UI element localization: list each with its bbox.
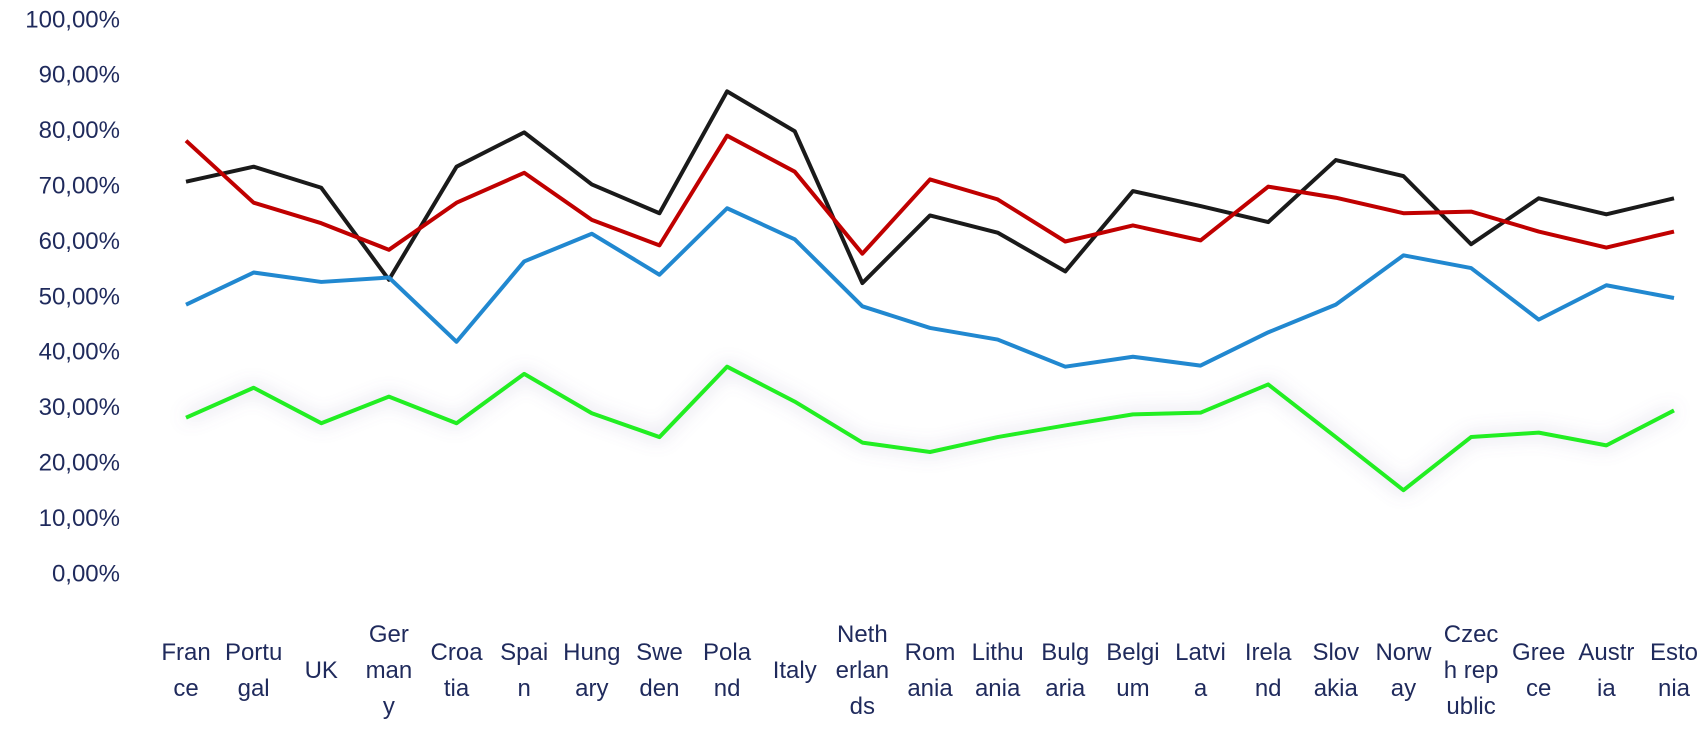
x-tick-label: Latvia [1175, 639, 1226, 702]
x-tick-label: Lithuania [971, 639, 1024, 702]
x-tick-label: Norway [1375, 639, 1432, 702]
series-line [185, 364, 1675, 493]
x-tick-label: Austria [1578, 639, 1635, 702]
x-tick-label: Sweden [636, 639, 683, 702]
x-tick-label: Greece [1512, 639, 1566, 702]
y-tick-label: 90,00% [39, 62, 120, 89]
x-tick-label: Slovakia [1312, 639, 1360, 702]
x-tick-label: Estonia [1649, 639, 1699, 702]
y-tick-label: 60,00% [39, 228, 120, 255]
y-tick-label: 100,00% [25, 6, 120, 33]
series-line [184, 133, 1675, 256]
y-tick-label: 40,00% [39, 339, 120, 366]
x-tick-label: France [161, 639, 211, 702]
series-line [185, 206, 1675, 369]
y-tick-label: 30,00% [39, 394, 120, 421]
x-tick-label: Netherlands [835, 621, 890, 720]
x-tick-label: Romania [904, 639, 956, 702]
series-line [185, 89, 1675, 286]
y-tick-label: 20,00% [39, 450, 120, 477]
x-tick-label: Ireland [1244, 639, 1292, 702]
y-tick-label: 0,00% [52, 560, 120, 587]
x-tick-label: Belgium [1106, 639, 1160, 702]
x-tick-label: Portugal [224, 639, 283, 702]
x-tick-label: Spain [500, 639, 549, 702]
x-tick-label: Hungary [563, 639, 621, 702]
y-tick-label: 50,00% [39, 283, 120, 310]
x-tick-label: Bulgaria [1041, 639, 1090, 702]
x-tick-label: Croatia [430, 639, 483, 702]
x-tick-label: Germany [365, 621, 413, 720]
x-tick-label: UK [304, 657, 338, 684]
y-tick-label: 80,00% [39, 117, 120, 144]
x-tick-label: Czech republic [1443, 621, 1499, 720]
y-tick-label: 10,00% [39, 505, 120, 532]
x-tick-label: Poland [703, 639, 752, 702]
x-tick-label: Italy [772, 657, 817, 684]
y-tick-label: 70,00% [39, 173, 120, 200]
